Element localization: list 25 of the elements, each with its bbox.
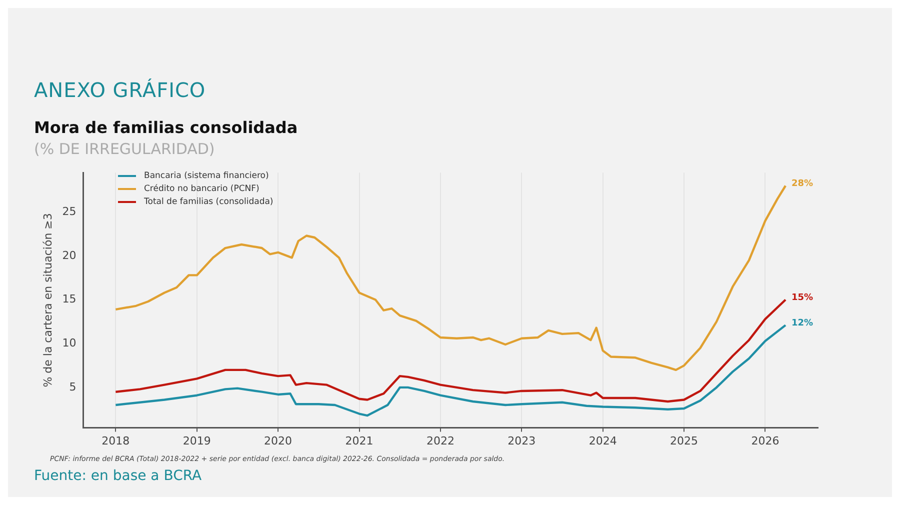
x-tick-label: 2025 bbox=[670, 434, 698, 448]
data-label: 12% bbox=[792, 318, 814, 329]
x-tick-label: 2020 bbox=[264, 434, 292, 448]
legend-label: Crédito no bancario (PCNF) bbox=[144, 184, 260, 194]
x-tick-label: 2023 bbox=[508, 434, 536, 448]
x-tick-label: 2022 bbox=[426, 434, 454, 448]
chart-subtitle: Mora de familias consolidada bbox=[34, 118, 298, 137]
source-note: Fuente: en base a BCRA bbox=[34, 468, 202, 484]
x-tick-label: 2026 bbox=[751, 434, 780, 448]
text: (% DE IRREGULARIDAD) bbox=[34, 140, 215, 158]
y-tick-label: 10 bbox=[62, 336, 76, 350]
legend-label: Total de familias (consolidada) bbox=[144, 196, 274, 206]
legend-label: Bancaria (sistema financiero) bbox=[144, 170, 269, 180]
x-tick-label: 2018 bbox=[102, 434, 130, 448]
y-tick-label: 15 bbox=[62, 292, 76, 306]
y-axis-title: % de la cartera en situación ≥3 bbox=[41, 213, 54, 388]
data-label: 15% bbox=[792, 293, 814, 304]
y-tick-label: 25 bbox=[62, 204, 76, 218]
x-tick-label: 2021 bbox=[345, 434, 374, 448]
chart-title: ANEXO GRÁFICO bbox=[34, 78, 206, 102]
y-tick-label: 5 bbox=[69, 380, 76, 394]
data-label: 28% bbox=[792, 179, 814, 190]
x-tick-label: 2024 bbox=[588, 434, 617, 448]
x-tick-label: 2019 bbox=[182, 434, 211, 448]
y-tick-label: 20 bbox=[62, 248, 76, 262]
